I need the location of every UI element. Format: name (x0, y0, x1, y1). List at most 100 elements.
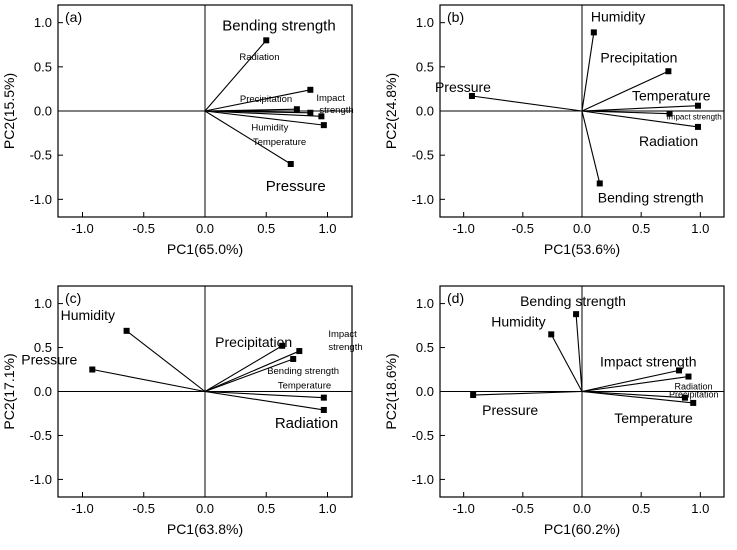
loading-point-temperature (320, 394, 327, 401)
y-axis-label: PC2(18.6%) (383, 353, 399, 429)
y-tick-label: 1.0 (34, 15, 52, 30)
loading-point-bending-strength (596, 180, 603, 187)
loading-point-precipitation (293, 106, 300, 113)
loading-vector-radiation (204, 89, 311, 112)
loading-label-temperature: Temperature (632, 88, 711, 104)
loading-vector-humidity (126, 330, 206, 392)
x-tick-label: 1.0 (691, 221, 709, 236)
loading-point-temperature (320, 122, 327, 129)
x-tick-label: 1.0 (318, 221, 336, 236)
loading-vector-precipitation (204, 108, 297, 112)
panel-label: (a) (65, 9, 82, 25)
panel-a: -1.0 -0.5 0.0 0.5 1.0 -1.0 -0.5 0.0 0.5 1.0 PC1(65… (1, 4, 354, 257)
y-tick-label: 0.0 (34, 104, 52, 119)
x-axis-label: PC1(53.6%) (544, 241, 620, 257)
loading-point-pressure (470, 392, 477, 399)
loading-vector-bending-strength (575, 314, 583, 392)
y-tick-label: 1.0 (34, 296, 52, 311)
loading-vector-pressure (471, 95, 583, 112)
loading-vector-pressure (473, 390, 583, 396)
loading-vector-temperature (581, 390, 694, 404)
loading-label-bending-strength: Bending strength (520, 293, 626, 309)
loading-vector-pressure (204, 110, 292, 165)
loading-label-impact-strength: Impact strength (316, 93, 353, 116)
panel-label: (d) (447, 290, 464, 306)
loading-point-impact-strength (296, 348, 303, 355)
loading-point-radiation (320, 406, 327, 413)
y-tick-label: 1.0 (416, 15, 434, 30)
loading-vector-impact-strength (581, 110, 670, 115)
y-tick-label: 1.0 (416, 296, 434, 311)
x-tick-label: 1.0 (318, 501, 336, 516)
panel-b: -1.0 -0.5 0.0 0.5 1.0 -1.0 -0.5 0.0 0.5 1.0 PC1(53… (383, 4, 725, 257)
loading-label-humidity: Humidity (61, 307, 115, 323)
y-axis-label: PC2(15.5%) (1, 73, 17, 149)
x-tick-label: 0.0 (573, 501, 591, 516)
loading-point-bending-strength (290, 355, 297, 362)
y-tick-label: -1.0 (30, 472, 52, 487)
loading-vector-humidity (550, 334, 583, 392)
x-tick-label: -1.0 (71, 501, 93, 516)
loading-point-humidity (123, 327, 130, 334)
x-tick-label: 0.0 (196, 501, 214, 516)
y-tick-label: -0.5 (30, 148, 52, 163)
loading-label-precipitation: Precipitation (215, 334, 292, 350)
loading-point-pressure (89, 366, 96, 373)
loading-label-temperature: Temperature (278, 381, 331, 392)
loading-point-impact-strength (676, 367, 683, 374)
x-axis-label: PC1(63.8%) (167, 521, 243, 537)
loading-point-temperature (690, 399, 697, 406)
loading-point-pressure (287, 161, 294, 167)
loading-point-precipitation (665, 68, 672, 75)
loading-vector-radiation (581, 110, 699, 128)
loading-point-humidity (548, 331, 555, 338)
y-tick-label: 0.5 (416, 340, 434, 355)
y-tick-label: 0.5 (416, 59, 434, 74)
loading-point-temperature (694, 102, 701, 109)
loading-label-precipitation: Precipitation (240, 94, 292, 105)
x-tick-label: 0.5 (257, 221, 275, 236)
y-tick-label: -1.0 (30, 192, 52, 207)
loading-label-radiation: Radiation (239, 52, 279, 63)
x-axis-label: PC1(65.0%) (167, 241, 243, 257)
x-tick-label: 1.0 (691, 501, 709, 516)
x-tick-label: -1.0 (452, 221, 474, 236)
loading-vector-pressure (92, 368, 206, 393)
y-axis-label: PC2(24.8%) (383, 73, 399, 149)
panel-c: -1.0 -0.5 0.0 0.5 1.0 -1.0 -0.5 0.0 0.5 1.0 PC1(63… (1, 285, 363, 537)
loading-label-line: strength (328, 342, 362, 353)
x-tick-label: 0.5 (632, 221, 650, 236)
loading-point-radiation (685, 373, 692, 380)
loading-label-radiation: Radiation (275, 415, 338, 432)
loading-label-bending-strength: Bending strength (222, 17, 335, 34)
loading-label-impact-strength: Impact strength (600, 353, 697, 369)
loading-label-line: Impact (316, 93, 345, 104)
loading-label-pressure: Pressure (21, 352, 77, 368)
loading-label-humidity: Humidity (591, 8, 645, 24)
loading-label-precipitation: Precipitation (669, 390, 719, 400)
loading-vector-precipitation (581, 70, 669, 112)
loading-label-precipitation: Precipitation (600, 49, 677, 65)
loading-label-pressure: Pressure (482, 402, 538, 418)
loading-vector-temperature (204, 390, 324, 399)
loading-vector-bending-strength (204, 358, 294, 393)
loading-label-pressure: Pressure (435, 79, 491, 95)
panel-d: -1.0 -0.5 0.0 0.5 1.0 -1.0 -0.5 0.0 0.5 1.0 PC1(60… (383, 285, 725, 537)
x-tick-label: -0.5 (512, 501, 534, 516)
loading-point-precipitation (681, 394, 688, 401)
y-tick-label: -0.5 (412, 148, 434, 163)
loading-vector-temperature (204, 110, 324, 126)
y-tick-label: 0.0 (34, 384, 52, 399)
loading-vector-bending-strength (581, 110, 601, 184)
loading-label-line: strength (319, 105, 353, 116)
loading-point-humidity (318, 113, 325, 120)
loading-label-humidity: Humidity (491, 313, 545, 329)
loading-label-impact-strength: Impact strength (667, 113, 722, 122)
loading-vector-temperature (581, 105, 698, 112)
x-tick-label: -1.0 (452, 501, 474, 516)
loading-vector-bending-strength (204, 39, 267, 112)
y-tick-label: 0.0 (416, 384, 434, 399)
loading-point-humidity (590, 29, 597, 36)
x-tick-label: -0.5 (133, 221, 155, 236)
